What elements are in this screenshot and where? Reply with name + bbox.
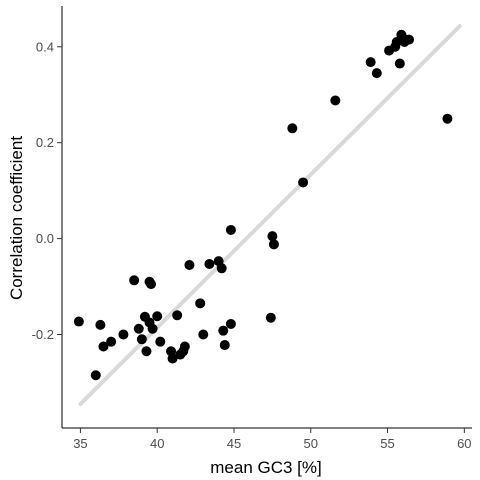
data-point	[204, 258, 215, 269]
data-point	[216, 263, 227, 274]
data-point	[225, 318, 236, 329]
y-tick-label: 0.2	[36, 135, 54, 150]
x-tick-label: 50	[304, 436, 318, 451]
data-point	[90, 370, 101, 381]
data-point	[218, 325, 229, 336]
data-point	[287, 123, 298, 134]
data-point	[167, 353, 178, 364]
axes-layer: 35 40 45 50 55 60 -0.2 0.0 0.2 0.4	[32, 6, 472, 451]
data-point	[73, 316, 84, 327]
x-tick-label: 60	[457, 436, 471, 451]
data-point	[268, 239, 279, 250]
data-point	[155, 336, 166, 347]
data-point	[195, 298, 206, 309]
data-point	[141, 346, 152, 357]
x-tick-label: 55	[380, 436, 394, 451]
data-point	[394, 58, 405, 69]
data-point	[146, 279, 157, 290]
data-point	[133, 323, 144, 334]
data-point	[219, 340, 230, 351]
y-tick-label: 0.0	[36, 231, 54, 246]
data-point	[184, 259, 195, 270]
y-axis-title: Correlation coefficient	[7, 136, 26, 300]
data-point	[330, 95, 341, 106]
data-point	[95, 319, 106, 330]
data-point	[152, 311, 163, 322]
x-tick-label: 45	[227, 436, 241, 451]
y-tick-label: -0.2	[32, 327, 54, 342]
data-point	[172, 310, 183, 321]
data-point	[371, 68, 382, 79]
x-tick-label: 40	[150, 436, 164, 451]
data-point	[129, 275, 140, 286]
data-point	[179, 341, 190, 352]
data-point	[98, 341, 109, 352]
data-point	[442, 113, 453, 124]
data-point	[298, 177, 309, 188]
data-point	[365, 57, 376, 68]
data-point	[225, 224, 236, 235]
data-point	[404, 34, 415, 45]
x-axis-title: mean GC3 [%]	[210, 458, 322, 477]
data-point	[136, 334, 147, 345]
data-point	[265, 312, 276, 323]
y-tick-label: 0.4	[36, 39, 54, 54]
data-point	[118, 329, 129, 340]
points-layer	[73, 29, 453, 381]
data-point	[106, 336, 117, 347]
data-point	[198, 329, 209, 340]
data-point	[147, 323, 158, 334]
data-point	[267, 231, 278, 242]
x-tick-label: 35	[73, 436, 87, 451]
